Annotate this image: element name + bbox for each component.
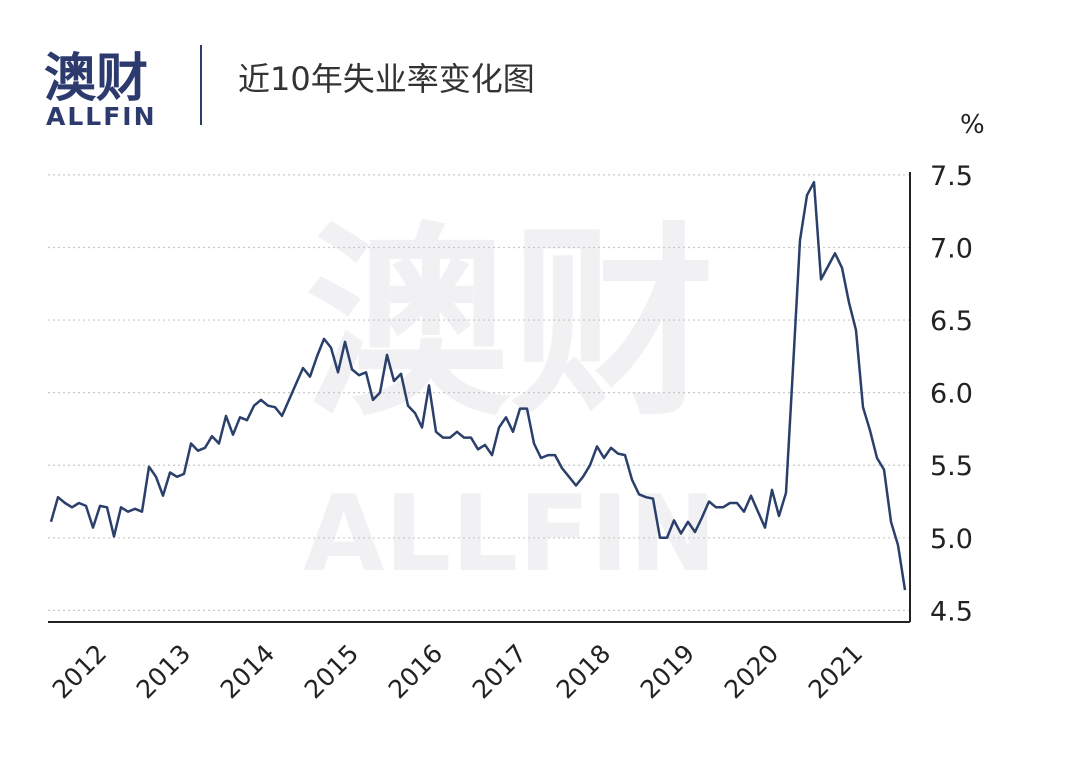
y-tick-label: 7.0: [930, 233, 973, 264]
logo-subtext: ALLFIN: [46, 102, 157, 131]
y-tick-label: 6.0: [930, 379, 973, 410]
y-axis-unit: %: [960, 110, 985, 140]
line-series: [49, 180, 907, 591]
y-tick-label: 6.5: [930, 306, 973, 337]
chart-title: 近10年失业率变化图: [238, 60, 535, 98]
y-tick-label: 5.0: [930, 524, 973, 555]
y-tick-label: 7.5: [930, 161, 973, 192]
y-tick-label: 4.5: [930, 596, 973, 627]
logo: 澳财: [44, 49, 148, 109]
y-tick-label: 5.5: [930, 451, 973, 482]
watermark-logo: 澳财: [305, 206, 715, 444]
watermark-subtext: ALLFIN: [303, 473, 717, 595]
